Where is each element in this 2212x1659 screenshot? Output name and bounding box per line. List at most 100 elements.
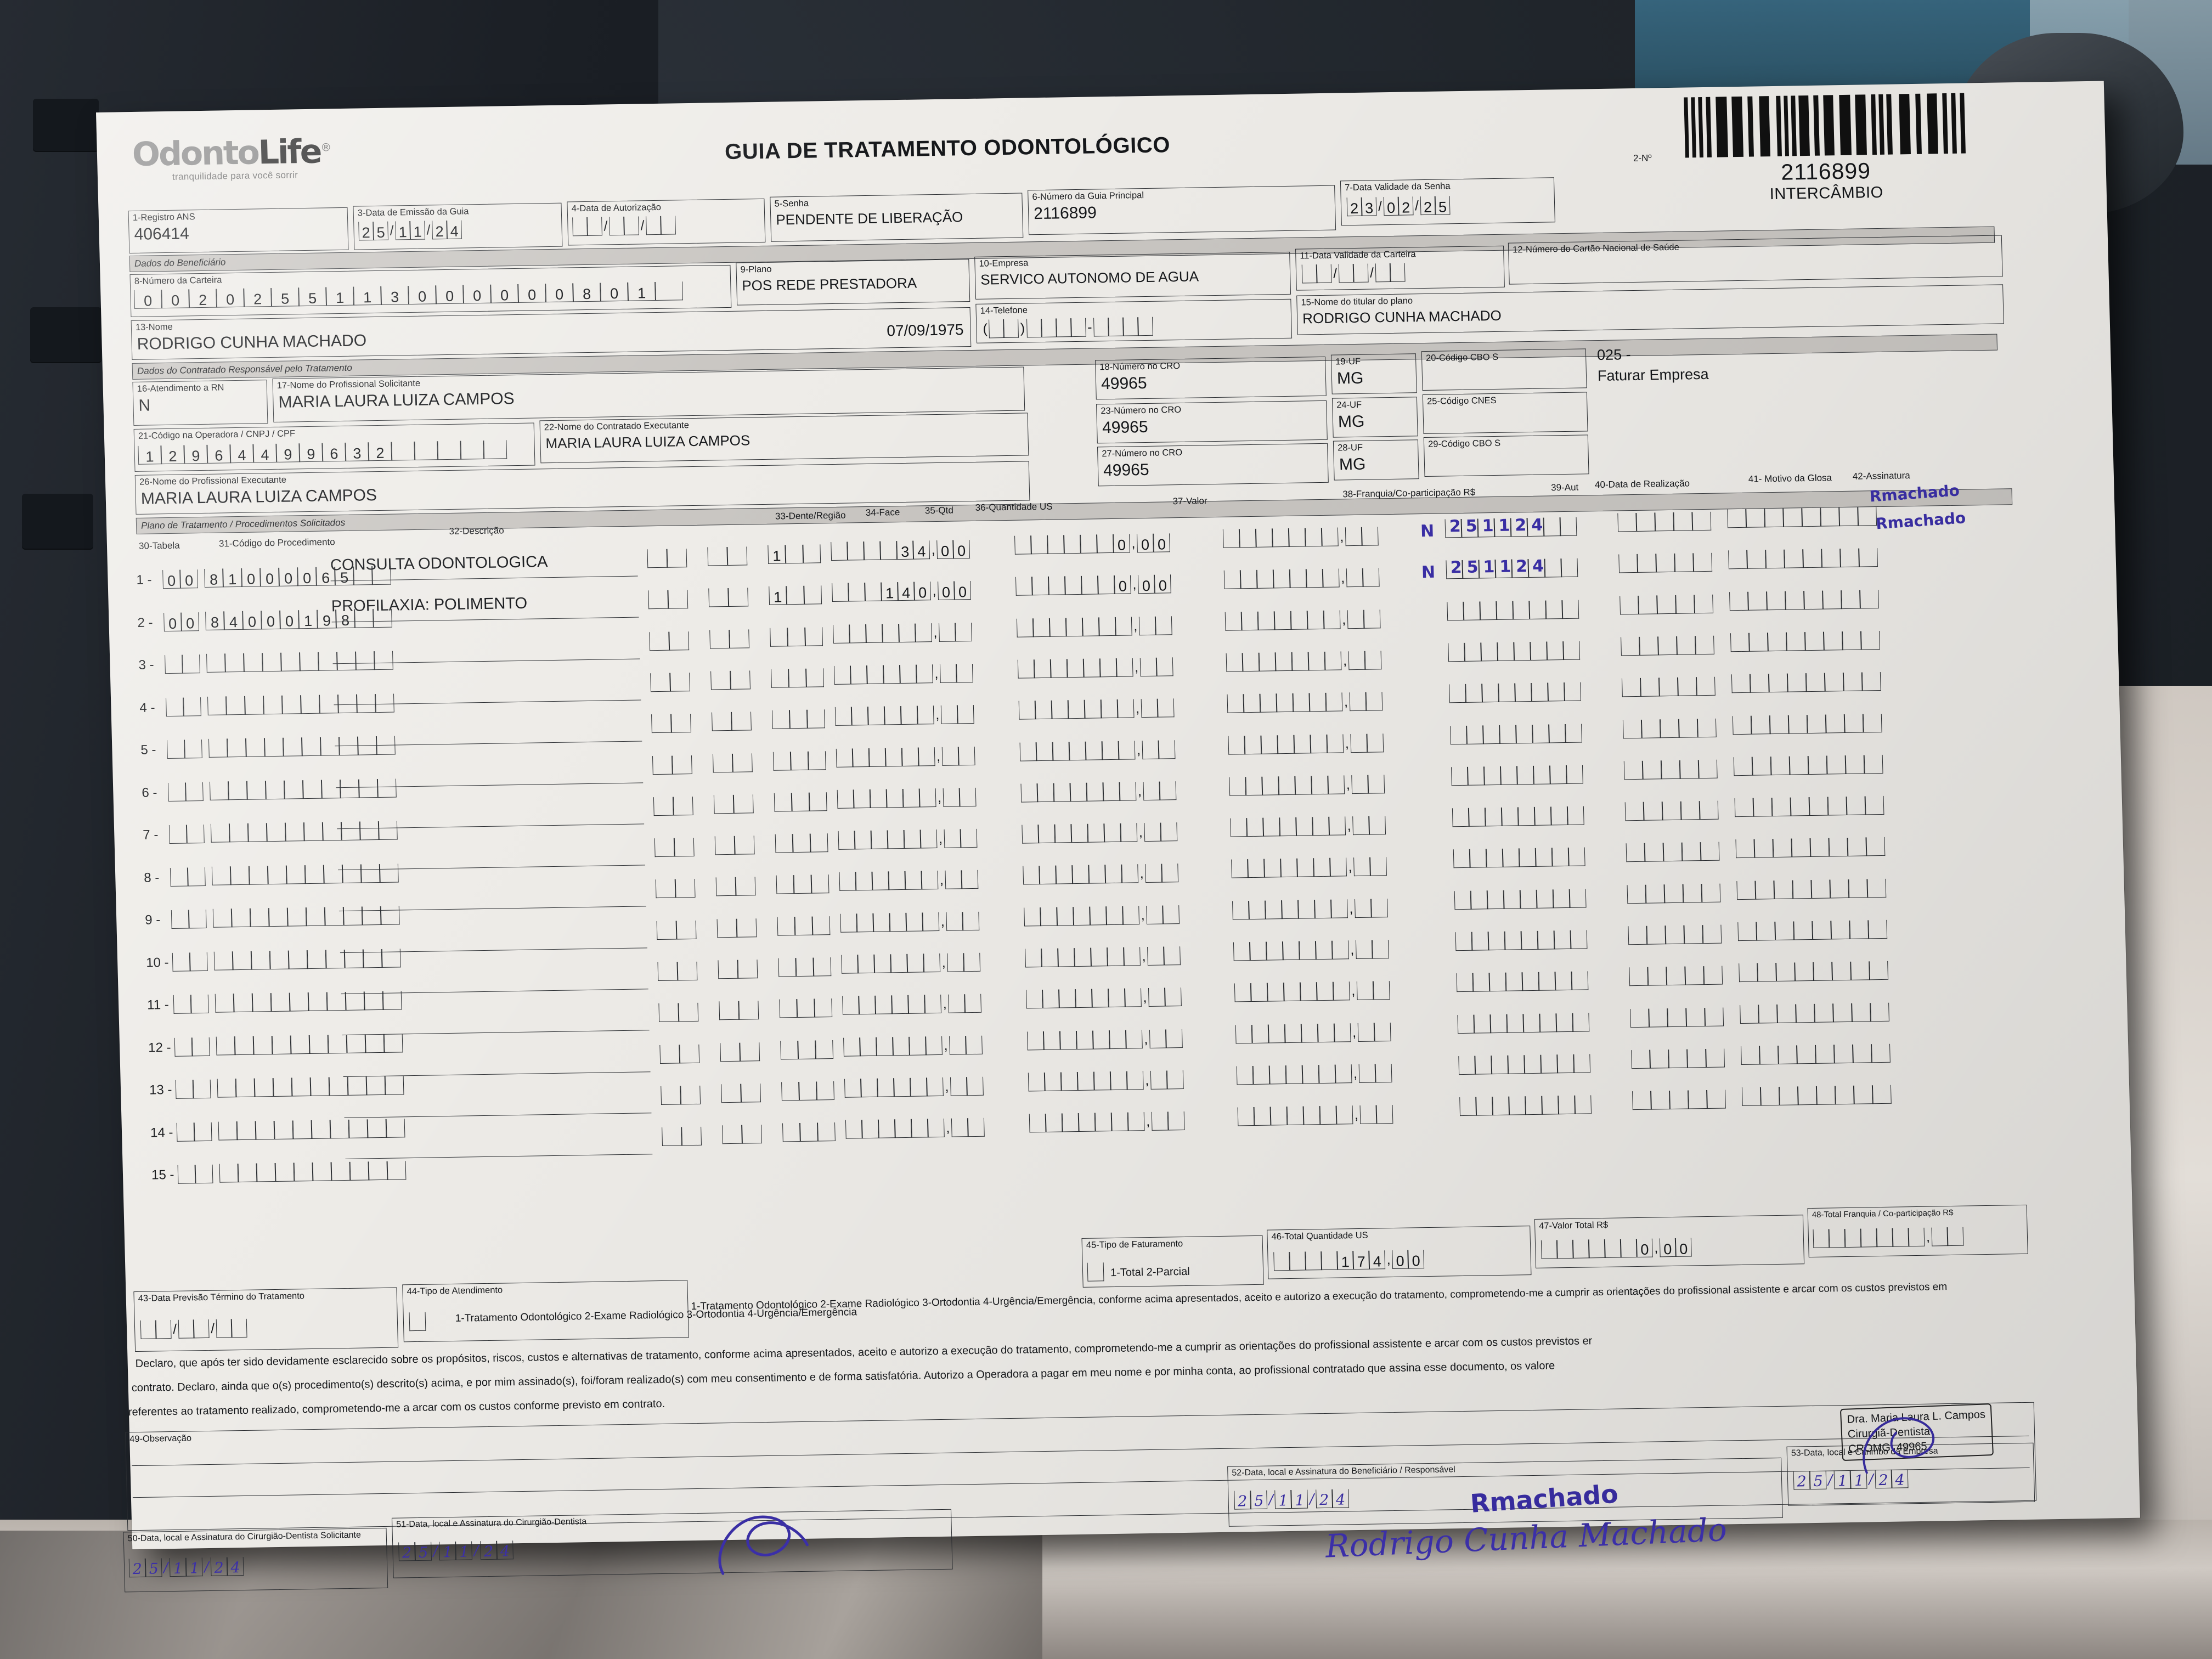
cell-comb[interactable]: , — [1233, 940, 1389, 961]
field-uf-profissional[interactable]: 28-UF MG — [1333, 439, 1419, 481]
cell-comb[interactable] — [171, 909, 207, 929]
cell-comb[interactable] — [1621, 635, 1714, 656]
cell-comb[interactable] — [718, 960, 758, 979]
date-comb-solicitante[interactable]: 2 5/1 1/2 4 — [128, 1556, 244, 1578]
cell-comb[interactable]: , — [1235, 1022, 1391, 1044]
cell-comb[interactable]: , — [1232, 898, 1388, 920]
date-comb-autorizacao[interactable]: / / — [572, 216, 676, 236]
cell-comb[interactable] — [168, 825, 205, 844]
cell-comb[interactable] — [1741, 1085, 1892, 1107]
cell-comb[interactable]: , — [1018, 698, 1175, 720]
cell-comb[interactable]: , — [834, 705, 974, 726]
cell-comb[interactable] — [776, 874, 830, 895]
field-nome-titular-plano[interactable]: 15-Nome do titular do plano RODRIGO CUNH… — [1296, 284, 2004, 335]
cell-comb[interactable] — [649, 631, 690, 651]
row-date-comb[interactable] — [1447, 600, 1579, 620]
cell-comb[interactable] — [1740, 1002, 1889, 1024]
cell-comb[interactable] — [1628, 924, 1722, 945]
field-total-franquia[interactable]: 48-Total Franquia / Co-participação R$ , — [1807, 1204, 2028, 1258]
cell-comb[interactable] — [720, 1042, 760, 1062]
field-registro-ans[interactable]: 1-Registro ANS 406414 — [128, 207, 349, 254]
field-plano[interactable]: 9-Plano POS REDE PRESTADORA — [736, 259, 970, 306]
cell-comb[interactable] — [652, 755, 692, 775]
row-date-comb[interactable] — [1458, 1054, 1591, 1075]
cell-comb[interactable] — [659, 1044, 700, 1064]
field-nome-contratado-executante[interactable]: 22-Nome do Contratado Executante MARIA L… — [539, 413, 1029, 464]
cell-comb[interactable]: , — [833, 622, 972, 644]
cell-comb[interactable]: , — [1231, 857, 1387, 878]
cell-comb[interactable] — [719, 1001, 759, 1020]
cell-comb[interactable]: , — [1026, 988, 1182, 1009]
cell-comb[interactable]: , — [1224, 609, 1381, 631]
cell-comb[interactable] — [772, 751, 826, 771]
cell-comb[interactable] — [650, 672, 691, 692]
cell-comb[interactable] — [1626, 842, 1720, 862]
cell-comb[interactable] — [778, 957, 832, 977]
cell-comb[interactable] — [1741, 1043, 1891, 1065]
cell-comb[interactable]: , — [1236, 1063, 1392, 1085]
row-date-comb[interactable] — [1449, 682, 1582, 703]
date-comb-dentista[interactable]: 2 5/1 1/2 4 — [398, 1541, 514, 1561]
field-uf-solicitante[interactable]: 19-UF MG — [1330, 353, 1417, 394]
phone-comb[interactable]: () - — [981, 317, 1153, 338]
cell-comb[interactable] — [709, 629, 750, 649]
cell-comb[interactable] — [714, 836, 755, 855]
field-data-autorizacao[interactable]: 4-Data de Autorização / / — [567, 198, 766, 246]
cell-comb[interactable] — [716, 918, 757, 938]
cell-comb[interactable] — [771, 668, 824, 688]
cell-comb[interactable]: , — [1029, 1111, 1185, 1133]
cell-comb[interactable] — [1736, 878, 1887, 900]
cell-comb[interactable]: , — [1026, 1029, 1183, 1051]
cell-comb[interactable]: , — [836, 746, 975, 768]
total-franquia-comb[interactable]: , — [1813, 1227, 1964, 1248]
cell-comb[interactable] — [777, 916, 831, 936]
cell-comb[interactable] — [177, 1164, 213, 1184]
cell-comb[interactable]: , — [841, 952, 981, 974]
cell-comb[interactable] — [779, 998, 833, 1018]
tipo-faturamento-comb[interactable] — [1087, 1262, 1104, 1282]
cell-comb[interactable] — [780, 1040, 834, 1060]
cell-comb[interactable]: , — [837, 787, 977, 809]
cell-comb[interactable] — [215, 991, 402, 1013]
field-atendimento-rn[interactable]: 16-Atendimento a RN N — [132, 380, 268, 426]
cell-comb[interactable] — [219, 1161, 407, 1183]
date-comb-validade-carteira[interactable]: / / — [1301, 263, 1406, 284]
field-empresa[interactable]: 10-Empresa SERVICO AUTONOMO DE AGUA — [974, 251, 1291, 300]
cell-comb[interactable] — [1620, 594, 1714, 615]
cell-comb[interactable] — [1618, 553, 1713, 573]
cell-comb[interactable]: , — [1222, 527, 1379, 548]
cell-comb[interactable] — [707, 546, 748, 566]
cell-comb[interactable]: , — [1025, 946, 1181, 968]
cell-comb[interactable]: , — [842, 994, 981, 1015]
cell-comb[interactable] — [1729, 589, 1879, 611]
date-comb-previsao-termino[interactable]: / / — [140, 1318, 247, 1339]
cell-comb[interactable] — [715, 877, 756, 896]
cell-comb[interactable] — [648, 590, 689, 610]
cell-comb[interactable] — [174, 1037, 210, 1057]
cell-comb[interactable]: 1 — [769, 585, 822, 606]
cell-comb[interactable]: 1 — [768, 544, 821, 565]
cell-comb[interactable]: , — [840, 911, 980, 933]
cell-comb[interactable]: , — [1017, 657, 1173, 679]
cell-comb[interactable] — [1728, 548, 1878, 569]
field-assinatura-dentista[interactable]: 51-Data, local e Assinatura do Cirurgião… — [391, 1509, 953, 1578]
cell-comb[interactable]: , — [839, 870, 979, 891]
row-date-comb[interactable] — [1459, 1095, 1592, 1116]
cell-comb[interactable]: , — [1020, 781, 1177, 803]
cell-comb[interactable] — [775, 833, 828, 853]
cell-comb[interactable] — [1734, 796, 1884, 817]
cell-comb[interactable]: , — [1024, 905, 1180, 927]
field-numero-cro-solicitante[interactable]: 18-Número no CRO 49965 — [1095, 356, 1327, 400]
field-uf-executante[interactable]: 24-UF MG — [1331, 397, 1418, 438]
cell-comb[interactable]: , — [1229, 775, 1385, 796]
cell-comb[interactable] — [1735, 837, 1886, 859]
cell-comb[interactable]: , — [1028, 1070, 1184, 1092]
